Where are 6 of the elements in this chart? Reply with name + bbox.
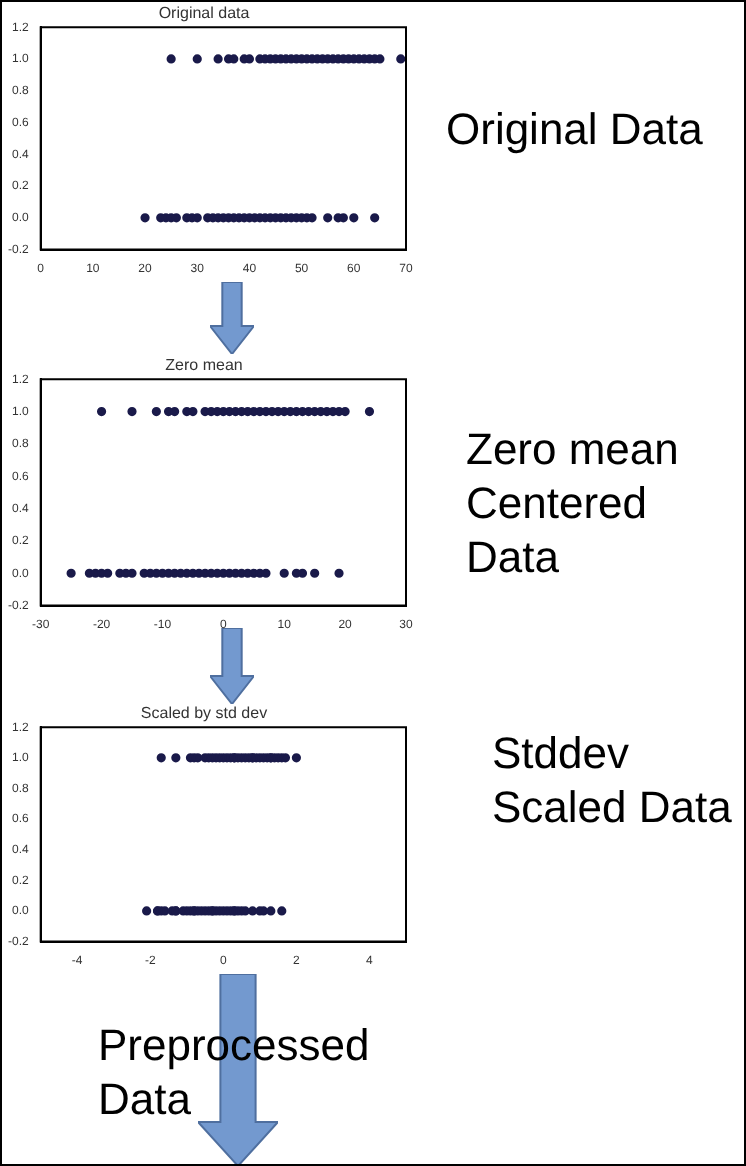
chart-title: Zero mean: [165, 356, 243, 375]
text: Zero mean Centered Data: [466, 422, 681, 584]
text: Original Data: [446, 102, 705, 156]
chart-title: Original data: [158, 4, 251, 23]
chart-title: Scaled by std dev: [140, 704, 268, 723]
text: Stddev Scaled Data: [492, 726, 732, 834]
